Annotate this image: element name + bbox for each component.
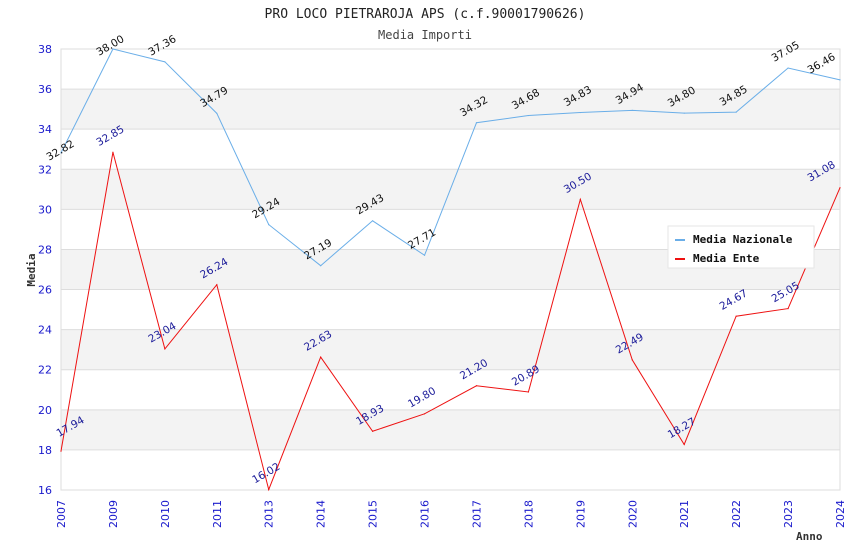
data-point xyxy=(112,48,114,50)
data-point xyxy=(683,443,685,446)
chart-subtitle: Media Importi xyxy=(378,28,472,42)
x-tick-label: 2015 xyxy=(367,500,380,528)
x-tick-label: 2017 xyxy=(470,500,483,528)
data-point xyxy=(216,112,218,114)
legend-label: Media Ente xyxy=(693,252,760,265)
data-point xyxy=(423,254,426,256)
data-point xyxy=(839,187,841,189)
data-point xyxy=(268,223,270,226)
data-point xyxy=(527,114,530,117)
y-axis-ticks: 16 18 20 22 24 26 28 30 32 34 36 38 xyxy=(38,43,52,497)
data-point xyxy=(60,152,62,154)
y-axis-label: Media xyxy=(25,253,38,286)
data-point xyxy=(320,356,322,358)
data-point xyxy=(839,79,841,81)
x-tick-label: 2022 xyxy=(730,500,743,528)
y-tick-label: 26 xyxy=(38,284,52,297)
data-point xyxy=(216,284,218,286)
x-tick-label: 2013 xyxy=(263,500,276,528)
series-lines xyxy=(60,48,841,492)
x-tick-label: 2010 xyxy=(159,500,172,528)
y-tick-label: 20 xyxy=(38,404,52,417)
grid-band xyxy=(61,409,840,450)
legend-box xyxy=(667,225,815,269)
x-tick-label: 2020 xyxy=(626,500,639,528)
data-point xyxy=(787,307,789,310)
data-point xyxy=(527,391,530,393)
x-tick-label: 2014 xyxy=(315,500,328,528)
data-point xyxy=(320,265,322,267)
chart-title: PRO LOCO PIETRAROJA APS (c.f.90001790626… xyxy=(265,7,586,22)
y-tick-label: 38 xyxy=(38,43,52,56)
x-tick-label: 2021 xyxy=(678,500,691,528)
series-line-media-nazionale xyxy=(60,48,841,267)
x-tick-label: 2023 xyxy=(782,500,795,528)
x-axis-ticks: 2007 2009 2010 2011 2013 2014 2015 2016 2017 2018… xyxy=(55,500,847,528)
data-point xyxy=(631,359,633,361)
data-point xyxy=(579,198,581,200)
data-point xyxy=(735,315,737,317)
grid-bands xyxy=(60,48,841,491)
data-point xyxy=(60,450,62,452)
grid-band xyxy=(61,329,840,370)
legend: Media Nazionale Media Ente xyxy=(667,225,815,269)
data-point xyxy=(164,61,166,63)
data-point xyxy=(683,112,685,114)
data-point xyxy=(372,430,374,432)
data-point xyxy=(579,111,581,114)
y-tick-label: 18 xyxy=(38,444,52,457)
grid-band xyxy=(61,89,840,130)
data-point xyxy=(475,122,478,124)
data-point xyxy=(268,488,270,491)
data-point xyxy=(164,348,166,350)
y-tick-label: 22 xyxy=(38,364,52,377)
y-tick-label: 30 xyxy=(38,203,52,216)
x-tick-label: 2009 xyxy=(107,500,120,528)
series-line-media-ente xyxy=(60,152,841,492)
y-tick-label: 28 xyxy=(38,243,52,256)
y-tick-label: 24 xyxy=(38,324,52,337)
data-point xyxy=(112,151,114,153)
x-tick-label: 2018 xyxy=(522,500,535,528)
x-tick-label: 2007 xyxy=(55,500,68,528)
data-point xyxy=(735,111,737,113)
y-tick-label: 32 xyxy=(38,163,52,176)
x-tick-label: 2011 xyxy=(211,500,224,528)
x-tick-label: 2019 xyxy=(574,500,587,528)
gridlines xyxy=(60,48,841,491)
y-tick-label: 34 xyxy=(38,123,52,136)
data-point xyxy=(787,67,789,69)
y-tick-label: 16 xyxy=(38,484,52,497)
x-axis-label: Anno xyxy=(796,530,823,543)
data-point xyxy=(475,385,478,387)
x-tick-label: 2016 xyxy=(419,500,432,528)
legend-swatch xyxy=(675,258,685,260)
legend-swatch xyxy=(675,239,685,241)
data-point xyxy=(372,220,374,222)
data-point xyxy=(423,413,426,415)
y-tick-label: 36 xyxy=(38,83,52,96)
legend-label: Media Nazionale xyxy=(693,233,793,246)
data-point xyxy=(631,109,633,111)
x-tick-label: 2024 xyxy=(834,500,847,528)
